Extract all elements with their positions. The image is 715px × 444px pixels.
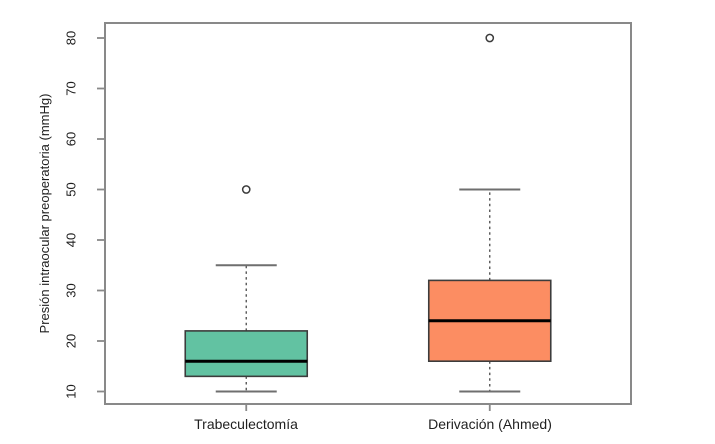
box-trabeculectomia [184, 330, 309, 378]
plot-frame [104, 22, 632, 405]
y-axis-tick-label: 80 [63, 31, 78, 45]
y-axis-tick-label: 70 [63, 81, 78, 95]
y-axis-tick-label: 20 [63, 334, 78, 348]
y-axis-title: Presión intraocular preoperatoria (mmHg) [37, 94, 52, 334]
x-axis-label-trabeculectomia: Trabeculectomía [194, 416, 298, 432]
y-axis-tick-label: 60 [63, 132, 78, 146]
y-axis-tick-label: 40 [63, 233, 78, 247]
x-axis-label-derivacion-ahmed: Derivación (Ahmed) [428, 416, 552, 432]
outlier-point-trabeculectomia [241, 185, 251, 194]
y-axis-tick-label: 50 [63, 182, 78, 196]
y-axis-tick-label: 30 [63, 283, 78, 297]
y-axis-tick-label: 10 [63, 384, 78, 398]
outlier-point-derivacion-ahmed [485, 33, 495, 43]
